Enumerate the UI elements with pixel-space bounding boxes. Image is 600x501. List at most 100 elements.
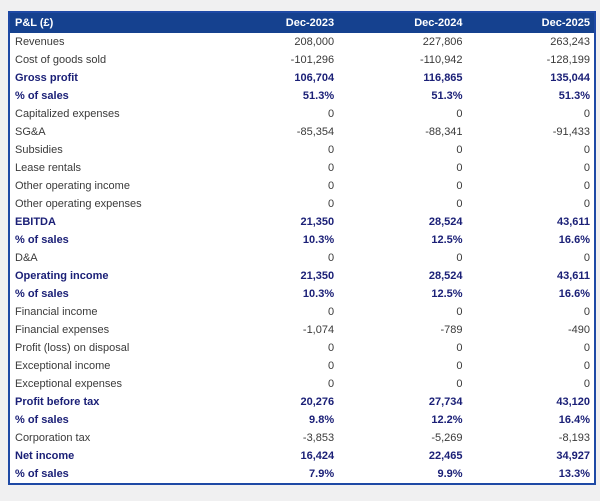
value-cell: 28,524 bbox=[428, 216, 463, 228]
row-label-cell: % of sales bbox=[15, 90, 69, 102]
table-row: Financial expenses -1,074 -789 -490 bbox=[9, 321, 595, 339]
header-cell-date: Dec-2025 bbox=[466, 12, 595, 33]
value-cell: -490 bbox=[567, 324, 590, 336]
table-row: % of sales 10.3% 12.5% 16.6% bbox=[9, 231, 595, 249]
table-row: Exceptional expenses 0 0 0 bbox=[9, 375, 595, 393]
row-label-cell: Other operating expenses bbox=[15, 198, 142, 210]
table-row: % of sales 51.3% 51.3% 51.3% bbox=[9, 87, 595, 105]
value-cell: 7.9% bbox=[309, 468, 335, 480]
value-cell: -5,269 bbox=[431, 432, 463, 444]
value-cell: -1,074 bbox=[302, 324, 335, 336]
value-cell: 0 bbox=[583, 162, 590, 174]
value-cell: 34,927 bbox=[556, 450, 590, 462]
table-row: Revenues 208,000 227,806 263,243 bbox=[9, 33, 595, 51]
value-cell: 20,276 bbox=[300, 396, 335, 408]
table-row: Net income 16,424 22,465 34,927 bbox=[9, 447, 595, 465]
table-row: Gross profit 106,704 116,865 135,044 bbox=[9, 69, 595, 87]
table-row: Lease rentals 0 0 0 bbox=[9, 159, 595, 177]
table-row: Corporation tax -3,853 -5,269 -8,193 bbox=[9, 429, 595, 447]
value-cell: 12.5% bbox=[431, 234, 463, 246]
value-cell: 0 bbox=[327, 108, 335, 120]
table-header-row: P&L (£) Dec-2023 Dec-2024 Dec-2025 bbox=[9, 12, 595, 33]
row-label-cell: Other operating income bbox=[15, 180, 130, 192]
row-label-cell: Financial income bbox=[15, 306, 98, 318]
value-cell: -110,942 bbox=[419, 54, 463, 66]
value-cell: 43,611 bbox=[556, 216, 590, 228]
pnl-table-body: Revenues 208,000 227,806 263,243 Cost of goo… bbox=[9, 33, 595, 484]
row-label-cell: Capitalized expenses bbox=[15, 108, 120, 120]
value-cell: -3,853 bbox=[302, 432, 335, 444]
value-cell: 12.5% bbox=[431, 288, 463, 300]
table-row: Financial income 0 0 0 bbox=[9, 303, 595, 321]
value-cell: 13.3% bbox=[558, 468, 590, 480]
row-label-cell: D&A bbox=[15, 252, 38, 264]
table-row: Subsidies 0 0 0 bbox=[9, 141, 595, 159]
row-label-cell: Lease rentals bbox=[15, 162, 82, 174]
row-label-cell: Corporation tax bbox=[15, 432, 91, 444]
value-cell: 0 bbox=[456, 252, 463, 264]
value-cell: 21,350 bbox=[300, 270, 335, 282]
value-cell: 0 bbox=[327, 144, 335, 156]
table-row: Capitalized expenses 0 0 0 bbox=[9, 105, 595, 123]
value-cell: -85,354 bbox=[296, 126, 335, 138]
value-cell: 0 bbox=[456, 108, 463, 120]
value-cell: 10.3% bbox=[302, 234, 335, 246]
value-cell: -101,296 bbox=[290, 54, 335, 66]
row-label-cell: Subsidies bbox=[15, 144, 63, 156]
value-cell: 9.9% bbox=[437, 468, 463, 480]
value-cell: 16,424 bbox=[300, 450, 335, 462]
value-cell: 0 bbox=[327, 162, 335, 174]
table-row: % of sales 10.3% 12.5% 16.6% bbox=[9, 285, 595, 303]
pnl-table: P&L (£) Dec-2023 Dec-2024 Dec-2025 Revenue… bbox=[8, 11, 596, 485]
value-cell: 227,806 bbox=[422, 36, 463, 48]
value-cell: 0 bbox=[327, 342, 335, 354]
value-cell: 51.3% bbox=[431, 90, 463, 102]
value-cell: 208,000 bbox=[294, 36, 335, 48]
value-cell: 0 bbox=[327, 306, 335, 318]
value-cell: 28,524 bbox=[428, 270, 463, 282]
value-cell: -88,341 bbox=[425, 126, 463, 138]
value-cell: 0 bbox=[327, 198, 335, 210]
table-row: Exceptional income 0 0 0 bbox=[9, 357, 595, 375]
row-label-cell: Cost of goods sold bbox=[15, 54, 107, 66]
value-cell: 21,350 bbox=[300, 216, 335, 228]
row-label-cell: Exceptional income bbox=[15, 360, 111, 372]
value-cell: 27,734 bbox=[428, 396, 463, 408]
value-cell: -8,193 bbox=[558, 432, 590, 444]
table-row: D&A 0 0 0 bbox=[9, 249, 595, 267]
value-cell: 0 bbox=[327, 180, 335, 192]
row-label-cell: Operating income bbox=[15, 270, 109, 282]
value-cell: 0 bbox=[583, 252, 590, 264]
table-row: EBITDA 21,350 28,524 43,611 bbox=[9, 213, 595, 231]
value-cell: 9.8% bbox=[309, 414, 335, 426]
value-cell: 0 bbox=[456, 162, 463, 174]
value-cell: 51.3% bbox=[558, 90, 590, 102]
value-cell: 0 bbox=[456, 198, 463, 210]
value-cell: 0 bbox=[583, 342, 590, 354]
table-row: SG&A -85,354 -88,341 -91,433 bbox=[9, 123, 595, 141]
row-label-cell: Financial expenses bbox=[15, 324, 110, 336]
value-cell: 43,120 bbox=[556, 396, 590, 408]
value-cell: -789 bbox=[440, 324, 463, 336]
value-cell: 0 bbox=[583, 144, 590, 156]
value-cell: 12.2% bbox=[431, 414, 463, 426]
value-cell: -91,433 bbox=[552, 126, 590, 138]
value-cell: 0 bbox=[583, 360, 590, 372]
value-cell: 0 bbox=[456, 180, 463, 192]
table-row: % of sales 7.9% 9.9% 13.3% bbox=[9, 465, 595, 484]
table-row: % of sales 9.8% 12.2% 16.4% bbox=[9, 411, 595, 429]
value-cell: 10.3% bbox=[302, 288, 335, 300]
row-label-cell: SG&A bbox=[15, 126, 46, 138]
table-row: Operating income 21,350 28,524 43,611 bbox=[9, 267, 595, 285]
value-cell: 135,044 bbox=[550, 72, 590, 84]
row-label-cell: Net income bbox=[15, 450, 75, 462]
value-cell: 51.3% bbox=[302, 90, 335, 102]
value-cell: 0 bbox=[583, 378, 590, 390]
value-cell: 22,465 bbox=[428, 450, 463, 462]
row-label-cell: Revenues bbox=[15, 36, 65, 48]
value-cell: 0 bbox=[327, 360, 335, 372]
value-cell: 0 bbox=[327, 378, 335, 390]
table-row: Other operating income 0 0 0 bbox=[9, 177, 595, 195]
pnl-statement: P&L (£) Dec-2023 Dec-2024 Dec-2025 Revenue… bbox=[8, 11, 596, 485]
value-cell: 43,611 bbox=[556, 270, 590, 282]
